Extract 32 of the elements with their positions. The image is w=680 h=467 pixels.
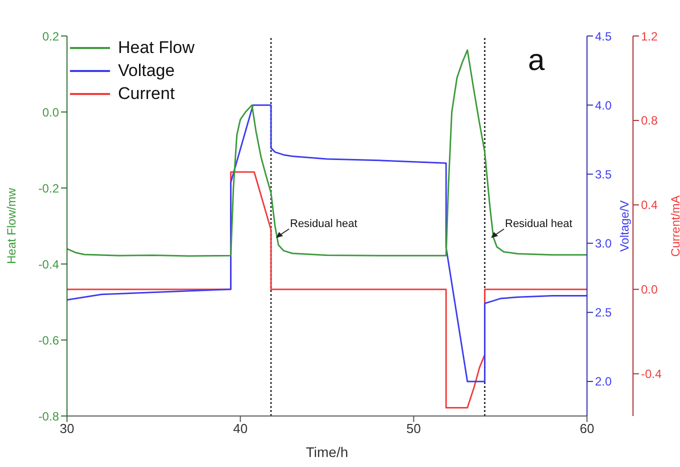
x-axis-title: Time/h xyxy=(306,444,348,460)
y3-tick-label: -0.4 xyxy=(641,367,662,382)
x-tick-label: 60 xyxy=(580,421,594,436)
legend-label: Current xyxy=(118,83,175,105)
y3-axis-title: Current/mA xyxy=(668,195,680,257)
legend-label: Voltage xyxy=(118,60,175,82)
y3-tick-label: 1.2 xyxy=(641,29,658,44)
legend-label: Heat Flow xyxy=(118,37,195,59)
y-tick-label: -0.8 xyxy=(38,409,60,424)
y-axis-title: Heat Flow/mw xyxy=(4,188,18,264)
y-tick-label: -0.6 xyxy=(38,333,60,348)
y-tick-label: 0.2 xyxy=(42,29,60,44)
annotation: Residual heat xyxy=(290,218,358,230)
y2-tick-label: 3.0 xyxy=(595,236,612,251)
y2-tick-label: 3.5 xyxy=(595,167,612,182)
y3-tick-label: 0.4 xyxy=(641,198,658,212)
y-tick-label: 0.0 xyxy=(42,105,60,120)
y2-axis-title: Voltage/V xyxy=(617,200,632,252)
y-tick-label: -0.2 xyxy=(38,181,60,196)
y3-tick-label: 0.0 xyxy=(641,282,658,297)
annotation: Residual heat xyxy=(505,218,572,230)
y3-tick-label: 0.8 xyxy=(641,114,658,128)
y2-tick-label: 4.0 xyxy=(595,98,612,112)
x-tick-label: 30 xyxy=(60,421,74,436)
y2-tick-label: 4.5 xyxy=(595,29,612,44)
x-tick-label: 40 xyxy=(233,421,248,436)
annotation: a xyxy=(528,44,545,78)
y2-tick-label: 2.0 xyxy=(595,374,612,389)
x-tick-label: 50 xyxy=(406,421,421,436)
y-tick-label: -0.4 xyxy=(38,257,60,272)
y2-tick-label: 2.5 xyxy=(595,306,612,320)
line-series xyxy=(67,104,587,382)
